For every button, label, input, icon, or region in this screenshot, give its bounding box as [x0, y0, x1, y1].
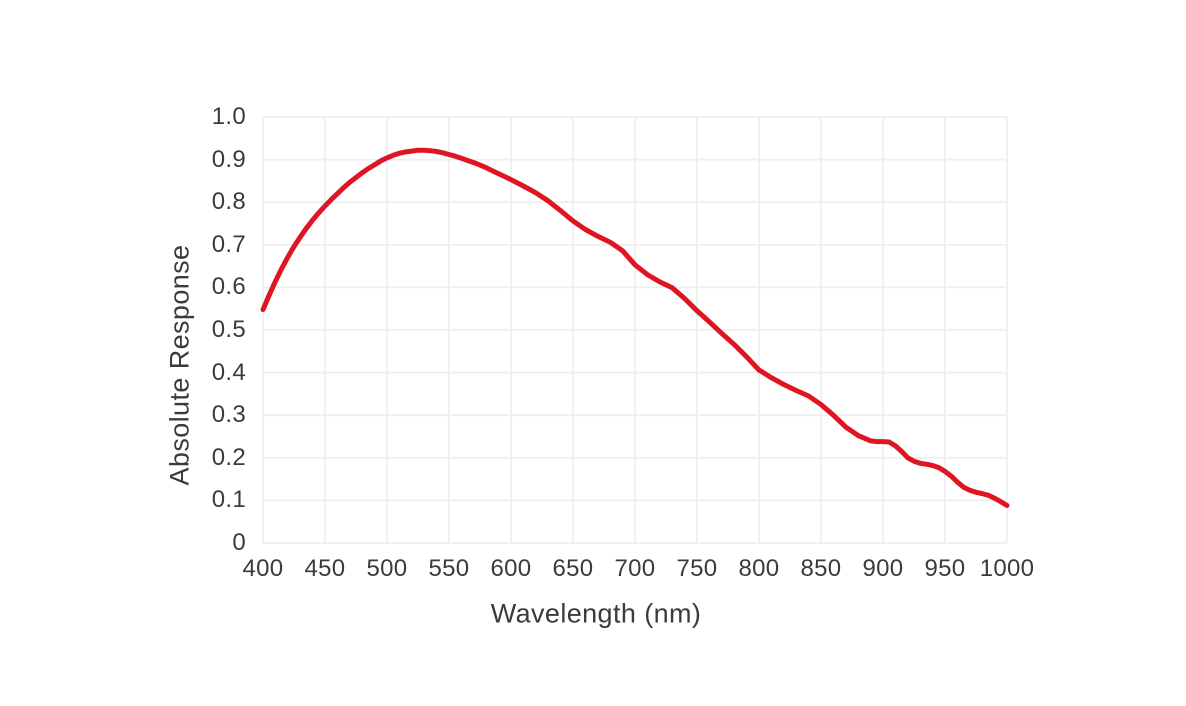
y-tick-label: 1.0: [211, 103, 246, 130]
y-tick-label: 0.2: [211, 443, 246, 471]
y-tick-label: 0.4: [211, 358, 246, 386]
x-tick-label: 1000: [979, 555, 1035, 582]
y-tick-label: 0.3: [211, 401, 246, 429]
y-tick-label: 0.7: [211, 230, 246, 258]
x-tick-label: 500: [366, 555, 408, 582]
y-tick-label: 0.6: [211, 273, 246, 301]
x-axis-title: Wavelength (nm): [490, 598, 702, 629]
x-tick-label: 700: [614, 555, 656, 582]
x-tick-label: 550: [428, 555, 470, 582]
y-tick-label: 0.9: [211, 145, 246, 173]
x-tick-label: 650: [552, 555, 594, 582]
x-tick-label: 950: [924, 555, 966, 582]
x-tick-label: 750: [676, 555, 718, 582]
horizontal-gridlines: [263, 116, 1007, 544]
x-tick-label: 850: [800, 555, 842, 582]
x-tick-label: 450: [304, 555, 346, 582]
y-tick-label: 0.5: [211, 316, 246, 343]
line-series: [260, 147, 1010, 508]
x-tick-label: 600: [490, 555, 532, 582]
y-axis-title: Absolute Response: [164, 244, 195, 486]
x-tick-label: 400: [242, 555, 284, 582]
x-tick-label: 800: [738, 555, 780, 582]
y-tick-label: 0: [232, 529, 246, 556]
y-tick-label: 0.8: [211, 188, 246, 216]
y-tick-label: 0.1: [211, 486, 246, 514]
x-tick-label: 900: [862, 555, 904, 582]
